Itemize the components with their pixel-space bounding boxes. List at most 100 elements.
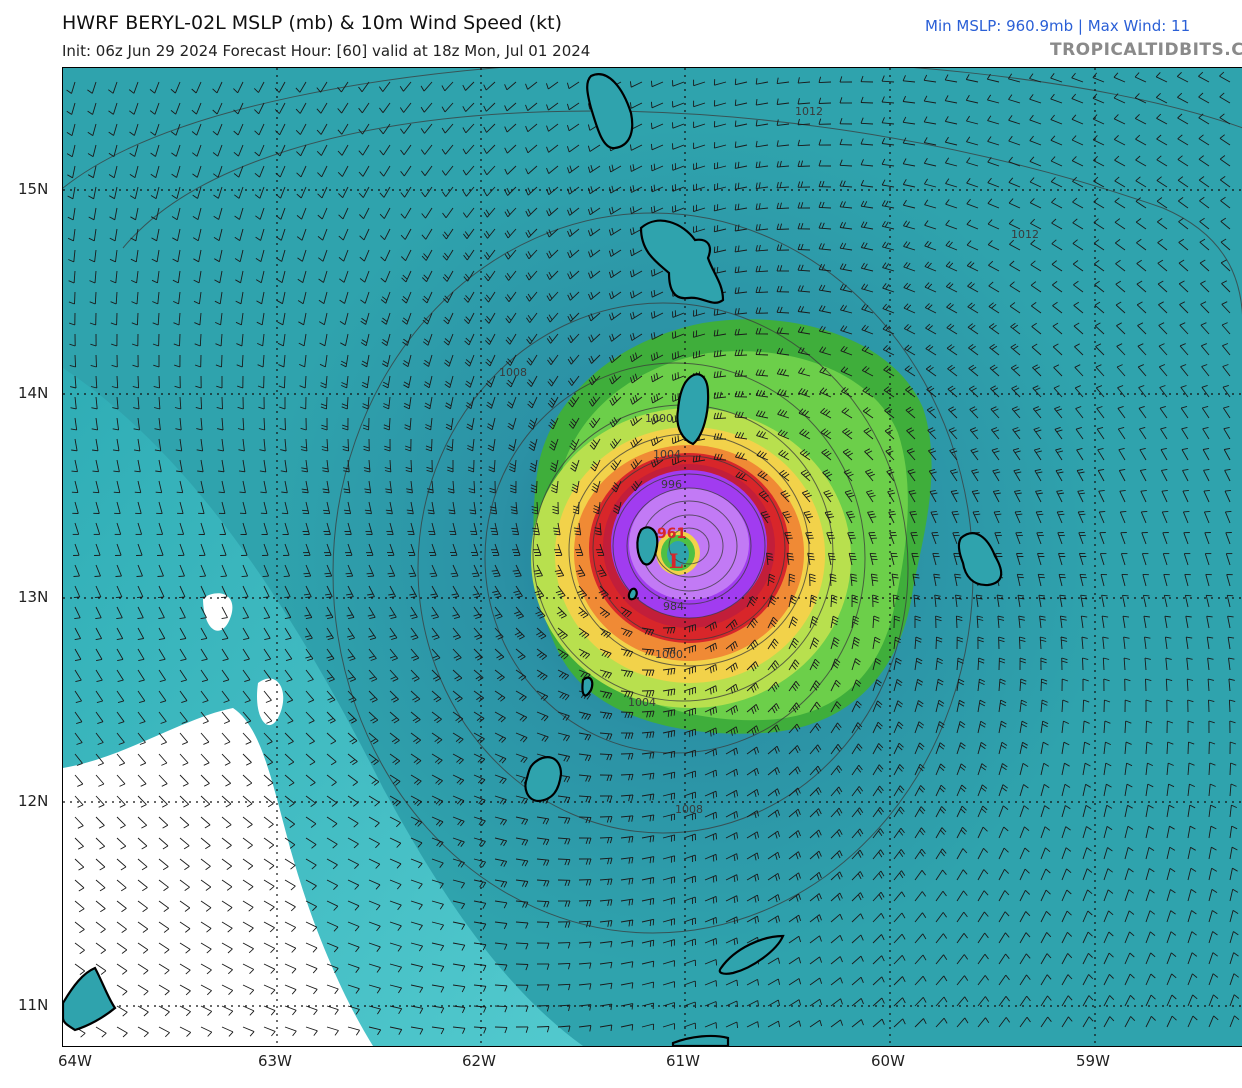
wind-barb-feather (1009, 281, 1015, 286)
wind-barb-feather (776, 77, 779, 84)
wind-barb (735, 207, 748, 211)
wind-barb (777, 81, 790, 85)
wind-barb-feather (956, 615, 963, 619)
wind-barb (551, 375, 559, 387)
wind-barb-feather (454, 696, 461, 701)
wind-barb-feather (1071, 93, 1077, 99)
wind-barb (994, 532, 1000, 545)
wind-barb-feather (839, 201, 843, 207)
wind-barb-feather (881, 179, 886, 186)
wind-barb (1059, 595, 1063, 608)
wind-barb-feather (905, 406, 912, 411)
wind-barb (263, 711, 273, 722)
wind-barb (95, 396, 98, 409)
wind-barb-feather (873, 615, 880, 619)
wind-barb-feather (734, 266, 737, 273)
wind-barb (135, 207, 139, 220)
wind-barb-feather (1093, 239, 1100, 244)
wind-barb (200, 774, 210, 784)
wind-barb (242, 417, 245, 431)
wind-barb (578, 774, 591, 777)
wind-barb-feather (444, 295, 450, 301)
wind-barb-feather (828, 552, 835, 555)
wind-barb-feather (234, 258, 241, 263)
wind-barb-feather (382, 360, 389, 365)
wind-barb-feather (483, 148, 487, 154)
wind-barb (966, 162, 979, 167)
wind-barb-feather (284, 596, 291, 599)
wind-barb-feather (1056, 429, 1063, 433)
wind-barb-feather (465, 405, 472, 409)
wind-barb-feather (537, 613, 544, 617)
wind-barb (1052, 284, 1063, 293)
wind-barb-feather (528, 446, 535, 451)
wind-barb-feather (525, 125, 529, 132)
wind-barb (557, 732, 570, 737)
wind-barb-feather (1096, 385, 1103, 389)
wind-barb (949, 470, 958, 482)
wind-barb (347, 438, 350, 452)
wind-barb (158, 480, 163, 493)
wind-barb-feather (1102, 636, 1109, 639)
wind-barb (1199, 200, 1210, 209)
wind-barb (903, 80, 916, 83)
wind-barb-feather (871, 576, 878, 579)
wind-barb-feather (631, 774, 634, 781)
wind-barb (1071, 77, 1084, 83)
wind-barb-feather (399, 107, 404, 113)
wind-barb-feather (832, 642, 838, 647)
wind-barb-feather (506, 209, 511, 215)
wind-barb (1202, 449, 1210, 461)
wind-barb (578, 711, 591, 716)
wind-barb (95, 438, 99, 451)
wind-barb-feather (1115, 301, 1122, 306)
wind-barb-feather (797, 285, 801, 292)
wind-barb-feather (527, 229, 532, 236)
wind-barb-feather (585, 796, 589, 803)
wind-barb (611, 375, 622, 385)
wind-barb (966, 99, 979, 104)
wind-barb (883, 389, 895, 398)
wind-barb-feather (794, 747, 799, 754)
wind-barb (200, 459, 204, 472)
wind-barb-feather (1102, 615, 1109, 618)
wind-barb-feather (740, 411, 744, 418)
wind-barb-feather (850, 576, 857, 579)
wind-barb (341, 144, 349, 156)
wind-barb-feather (627, 712, 631, 719)
wind-barb-feather (629, 292, 633, 299)
wind-barb-feather (876, 703, 882, 708)
wind-barb (344, 312, 349, 325)
wind-barb (263, 438, 266, 451)
wind-pressure-map[interactable]: 1012 1012 1008 1004 1000 1000 1004 1008 … (62, 67, 1242, 1047)
wind-barb-feather (1020, 678, 1027, 682)
wind-barb-feather (904, 365, 910, 370)
wind-barb-feather (573, 527, 580, 530)
wind-barb-feather (572, 483, 579, 488)
wind-barb-feather (827, 494, 834, 498)
wind-barb-feather (69, 364, 76, 368)
wind-barb-feather (902, 75, 906, 81)
wind-barb (530, 354, 538, 366)
wind-barb-feather (712, 623, 715, 630)
wind-barb-feather (1134, 93, 1140, 99)
wind-barb-feather (734, 120, 737, 127)
wind-barb-feather (611, 227, 614, 234)
wind-barb-feather (216, 406, 223, 410)
wind-barb-feather (403, 381, 410, 386)
wind-barb-feather (1220, 217, 1227, 222)
wind-barb (819, 391, 832, 398)
wind-barb-feather (212, 152, 219, 157)
wind-barb-feather (369, 676, 376, 680)
wind-barb-feather (152, 322, 159, 326)
wind-barb-feather (222, 637, 229, 641)
wind-barb-feather (713, 225, 716, 232)
wind-barb-feather (1056, 450, 1064, 453)
wind-barb-feather (504, 211, 509, 218)
wind-barb-feather (632, 311, 635, 318)
wind-barb-feather (755, 369, 759, 376)
wind-barb-feather (818, 305, 823, 311)
wind-barb-feather (267, 782, 274, 787)
wind-barb-feather (812, 616, 819, 620)
wind-barb-feather (648, 669, 652, 676)
